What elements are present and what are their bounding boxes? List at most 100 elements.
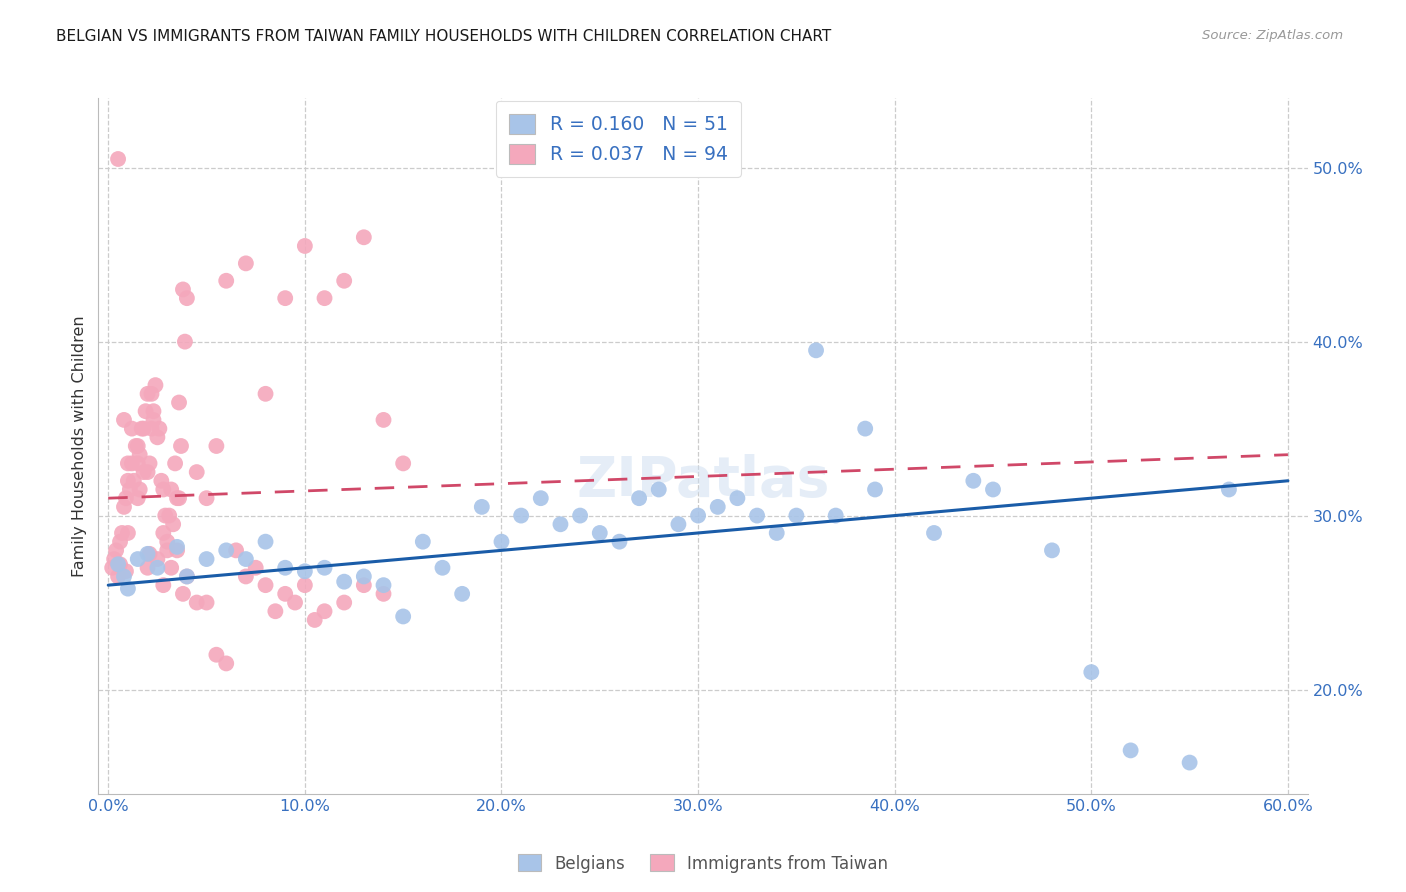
Point <box>127 439 149 453</box>
Point <box>117 456 139 471</box>
Point <box>142 413 165 427</box>
Legend: R = 0.160   N = 51, R = 0.037   N = 94: R = 0.160 N = 51, R = 0.037 N = 94 <box>495 101 741 178</box>
Point <box>146 561 169 575</box>
Point <box>353 578 375 592</box>
Point <box>108 558 131 572</box>
Point <box>294 578 316 592</box>
Point <box>174 334 197 349</box>
Point <box>121 456 143 471</box>
Point <box>136 465 159 479</box>
Point <box>117 582 139 596</box>
Point <box>373 413 395 427</box>
Point <box>609 534 631 549</box>
Point <box>981 483 1004 497</box>
Point <box>127 456 149 471</box>
Point <box>785 508 807 523</box>
Point <box>122 474 145 488</box>
Point <box>274 291 297 305</box>
Point <box>121 421 143 435</box>
Point <box>274 561 297 575</box>
Legend: Belgians, Immigrants from Taiwan: Belgians, Immigrants from Taiwan <box>512 847 894 880</box>
Text: ZIPatlas: ZIPatlas <box>576 454 830 508</box>
Point <box>195 491 218 505</box>
Point <box>863 483 886 497</box>
Point <box>167 491 190 505</box>
Point <box>1080 665 1102 680</box>
Point <box>765 525 787 540</box>
Point <box>146 552 169 566</box>
Point <box>125 439 148 453</box>
Point <box>245 561 267 575</box>
Point <box>628 491 651 505</box>
Point <box>205 439 228 453</box>
Point <box>128 448 150 462</box>
Point <box>668 517 690 532</box>
Point <box>353 569 375 583</box>
Point <box>589 525 612 540</box>
Point <box>107 558 129 572</box>
Point <box>264 604 287 618</box>
Point <box>745 508 768 523</box>
Point <box>142 404 165 418</box>
Point <box>127 552 149 566</box>
Point <box>195 596 218 610</box>
Point <box>117 525 139 540</box>
Point <box>128 483 150 497</box>
Point <box>160 483 183 497</box>
Point <box>353 230 375 244</box>
Point <box>254 534 277 549</box>
Point <box>160 561 183 575</box>
Point <box>186 596 208 610</box>
Point <box>138 547 160 561</box>
Point <box>922 525 945 540</box>
Point <box>101 561 124 575</box>
Point <box>108 534 131 549</box>
Point <box>284 596 307 610</box>
Point <box>176 291 198 305</box>
Point <box>333 274 356 288</box>
Point <box>451 587 474 601</box>
Point <box>314 291 336 305</box>
Point <box>510 508 533 523</box>
Point <box>150 474 173 488</box>
Point <box>1218 483 1240 497</box>
Point <box>157 508 180 523</box>
Point <box>962 474 984 488</box>
Point <box>165 456 187 471</box>
Point <box>294 564 316 578</box>
Point <box>235 256 257 270</box>
Point <box>314 561 336 575</box>
Point <box>146 430 169 444</box>
Point <box>112 569 135 583</box>
Point <box>412 534 434 549</box>
Point <box>373 578 395 592</box>
Point <box>166 491 188 505</box>
Point <box>112 500 135 514</box>
Point <box>136 561 159 575</box>
Point <box>304 613 326 627</box>
Point <box>132 465 155 479</box>
Point <box>215 657 238 671</box>
Point <box>118 483 141 497</box>
Point <box>491 534 513 549</box>
Point <box>432 561 454 575</box>
Point <box>648 483 671 497</box>
Point <box>804 343 827 358</box>
Point <box>195 552 218 566</box>
Point <box>254 386 277 401</box>
Point <box>235 569 257 583</box>
Point <box>115 564 138 578</box>
Point <box>215 274 238 288</box>
Point <box>172 282 194 296</box>
Point <box>235 552 257 566</box>
Point <box>145 378 167 392</box>
Point <box>115 491 138 505</box>
Point <box>156 534 179 549</box>
Point <box>111 525 134 540</box>
Point <box>136 547 159 561</box>
Point <box>333 574 356 589</box>
Point <box>373 587 395 601</box>
Point <box>152 525 174 540</box>
Point <box>131 421 153 435</box>
Point <box>471 500 494 514</box>
